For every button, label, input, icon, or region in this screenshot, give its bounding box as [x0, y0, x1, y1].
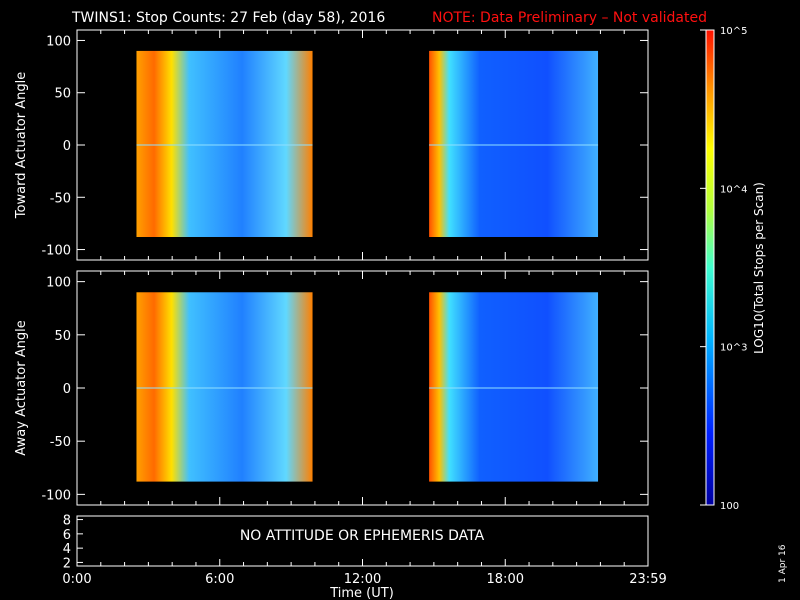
bottom-ylabel: Away Actuator Angle [14, 320, 29, 455]
no-attitude-message: NO ATTITUDE OR EPHEMERIS DATA [240, 528, 485, 544]
data-segment [136, 292, 313, 482]
xtick-label: 18:00 [487, 572, 524, 587]
ytick-label: 2 [63, 556, 71, 571]
data-segment [429, 50, 599, 238]
ytick-label: 50 [54, 87, 71, 102]
colorbar [705, 29, 715, 506]
preliminary-note: NOTE: Data Preliminary – Not validated [432, 10, 707, 26]
colorbar-tick-label: 10^3 [720, 343, 747, 354]
chart-title: TWINS1: Stop Counts: 27 Feb (day 58), 20… [71, 10, 385, 26]
xtick-label: 23:59 [629, 572, 666, 587]
colorbar-tick-label: 100 [720, 501, 739, 512]
top-ylabel: Toward Actuator Angle [14, 72, 29, 219]
ytick-label: 0 [63, 382, 71, 397]
ytick-label: 4 [63, 542, 71, 557]
ytick-label: -50 [50, 191, 71, 206]
ytick-label: 0 [63, 139, 71, 154]
colorbar-tick-label: 10^5 [720, 26, 747, 37]
xtick-label: 12:00 [344, 572, 381, 587]
colorbar-tick-label: 10^4 [720, 184, 747, 195]
ytick-label: 6 [63, 528, 71, 543]
data-segment [136, 50, 313, 238]
ytick-label: 8 [63, 514, 71, 529]
ytick-label: -100 [41, 488, 71, 503]
away-panel: 100 50 0 -50 -100 [41, 270, 649, 506]
ytick-label: 50 [54, 329, 71, 344]
ytick-label: 100 [46, 34, 71, 49]
ytick-label: -50 [50, 435, 71, 450]
time-axis: 0:00 6:00 12:00 18:00 23:59 [62, 572, 666, 587]
colorbar-label: LOG10(Total Stops per Scan) [752, 182, 766, 354]
xaxis-label: Time (UT) [329, 586, 394, 600]
colorbar-ticks: 10^5 10^4 10^3 100 [700, 26, 747, 512]
footer-date: 1 Apr 16 [778, 544, 788, 583]
toward-panel: 100 50 0 -50 -100 [41, 29, 649, 261]
xtick-label: 0:00 [62, 572, 91, 587]
data-segment [429, 292, 599, 482]
ytick-label: 100 [46, 276, 71, 291]
ytick-label: -100 [41, 244, 71, 259]
xtick-label: 6:00 [205, 572, 234, 587]
